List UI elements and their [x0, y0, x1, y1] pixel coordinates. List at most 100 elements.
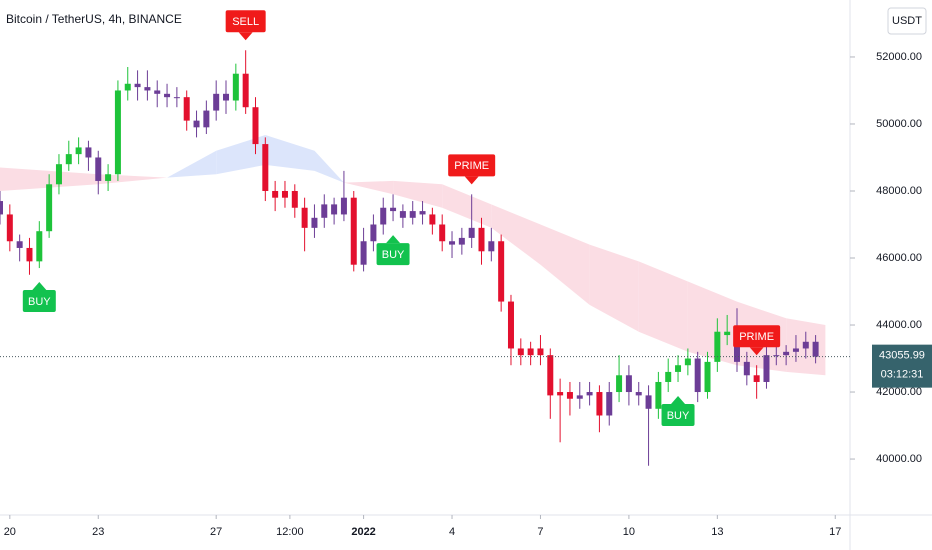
chart-title: Bitcoin / TetherUS, 4h, BINANCE [6, 12, 182, 26]
candle-body [311, 217, 318, 228]
currency-label[interactable]: USDT [892, 15, 922, 27]
candle-body [419, 211, 426, 215]
candle-body [380, 207, 387, 225]
band-segment [442, 184, 492, 228]
candle-body [331, 204, 338, 215]
candle-body [635, 392, 642, 396]
candle-body [733, 335, 740, 362]
candle-body [586, 392, 593, 396]
candle-body [252, 107, 259, 145]
candle-body [213, 93, 220, 111]
candle-body [566, 392, 573, 399]
candle-body [291, 190, 298, 208]
candle-body [16, 241, 23, 248]
candle-body [596, 392, 603, 416]
x-tick-label: 27 [210, 526, 222, 538]
candle-body [812, 341, 819, 357]
y-tick-label: 44000.00 [876, 319, 922, 331]
candle-body [301, 207, 308, 228]
signal-arrow [749, 347, 764, 356]
signal-label: PRIME [739, 331, 774, 343]
candle-body [439, 224, 446, 242]
candle-body [350, 197, 357, 265]
plot-area [0, 50, 826, 466]
candle-body [498, 241, 505, 302]
signal-marker: PRIME [733, 325, 781, 356]
candle-body [340, 197, 347, 215]
signal-marker: BUY [376, 235, 410, 266]
candle-body [409, 211, 416, 218]
band-segment [314, 150, 344, 183]
candle-body [714, 331, 721, 362]
candle-body [124, 83, 131, 91]
candle-body [724, 331, 731, 336]
signal-box [733, 325, 781, 348]
band-segment [343, 180, 394, 195]
candle-body [557, 392, 564, 396]
signal-label: BUY [28, 296, 51, 308]
candle-body [704, 361, 711, 393]
x-tick-label: 13 [711, 526, 723, 538]
candle-body [272, 190, 279, 198]
candle-body [65, 154, 72, 165]
band-segment [393, 180, 443, 208]
candle-body [399, 211, 406, 218]
candle-body [507, 301, 514, 349]
signal-arrow [32, 282, 47, 291]
x-tick-label: 7 [537, 526, 543, 538]
signal-box [225, 10, 266, 33]
candle-body [449, 241, 456, 245]
candle-body [55, 164, 62, 185]
signal-label: BUY [667, 410, 690, 422]
candle-body [537, 348, 544, 356]
candle-body [488, 241, 495, 252]
band-segment [491, 204, 541, 265]
band-segment [687, 281, 737, 366]
candle-body [281, 190, 288, 198]
candle-body [783, 351, 790, 356]
currency-button[interactable] [887, 7, 927, 35]
candle-body [193, 120, 200, 128]
candle-body [164, 93, 171, 98]
candle-body [134, 83, 141, 88]
candle-body [517, 348, 524, 356]
signal-marker: SELL [225, 10, 266, 41]
signal-box [22, 290, 56, 313]
candle-body [792, 348, 799, 352]
candle-body [665, 371, 672, 382]
signal-arrow [671, 395, 686, 404]
signal-label: PRIME [454, 160, 489, 172]
candle-body [114, 90, 121, 175]
y-tick-label: 40000.00 [876, 453, 922, 465]
candle-body [183, 97, 190, 121]
y-tick-label: 52000.00 [876, 51, 922, 63]
candle-body [802, 341, 809, 349]
candle-body [223, 93, 230, 101]
y-tick-label: 42000.00 [876, 386, 922, 398]
signal-marker: BUY [661, 395, 695, 426]
candle-body [645, 395, 652, 409]
candle-body [616, 375, 623, 393]
candle-body [36, 231, 43, 262]
candle-body [458, 237, 465, 245]
candle-body [0, 201, 3, 215]
candle-body [173, 97, 180, 99]
candle-body [370, 224, 377, 242]
candle-body [95, 157, 102, 181]
candle-body [743, 361, 750, 376]
signal-arrow [386, 235, 401, 244]
candle-body [203, 110, 210, 128]
candle-body [390, 207, 397, 212]
candle-body [694, 358, 701, 393]
candle-body [576, 395, 583, 399]
candle-body [154, 90, 161, 94]
candle-body [360, 241, 367, 265]
candle-body [773, 355, 780, 357]
signal-label: BUY [382, 249, 405, 261]
candle-body [6, 214, 13, 242]
signal-arrow [238, 32, 253, 41]
candle-body [763, 355, 770, 382]
candle-body [105, 174, 112, 181]
